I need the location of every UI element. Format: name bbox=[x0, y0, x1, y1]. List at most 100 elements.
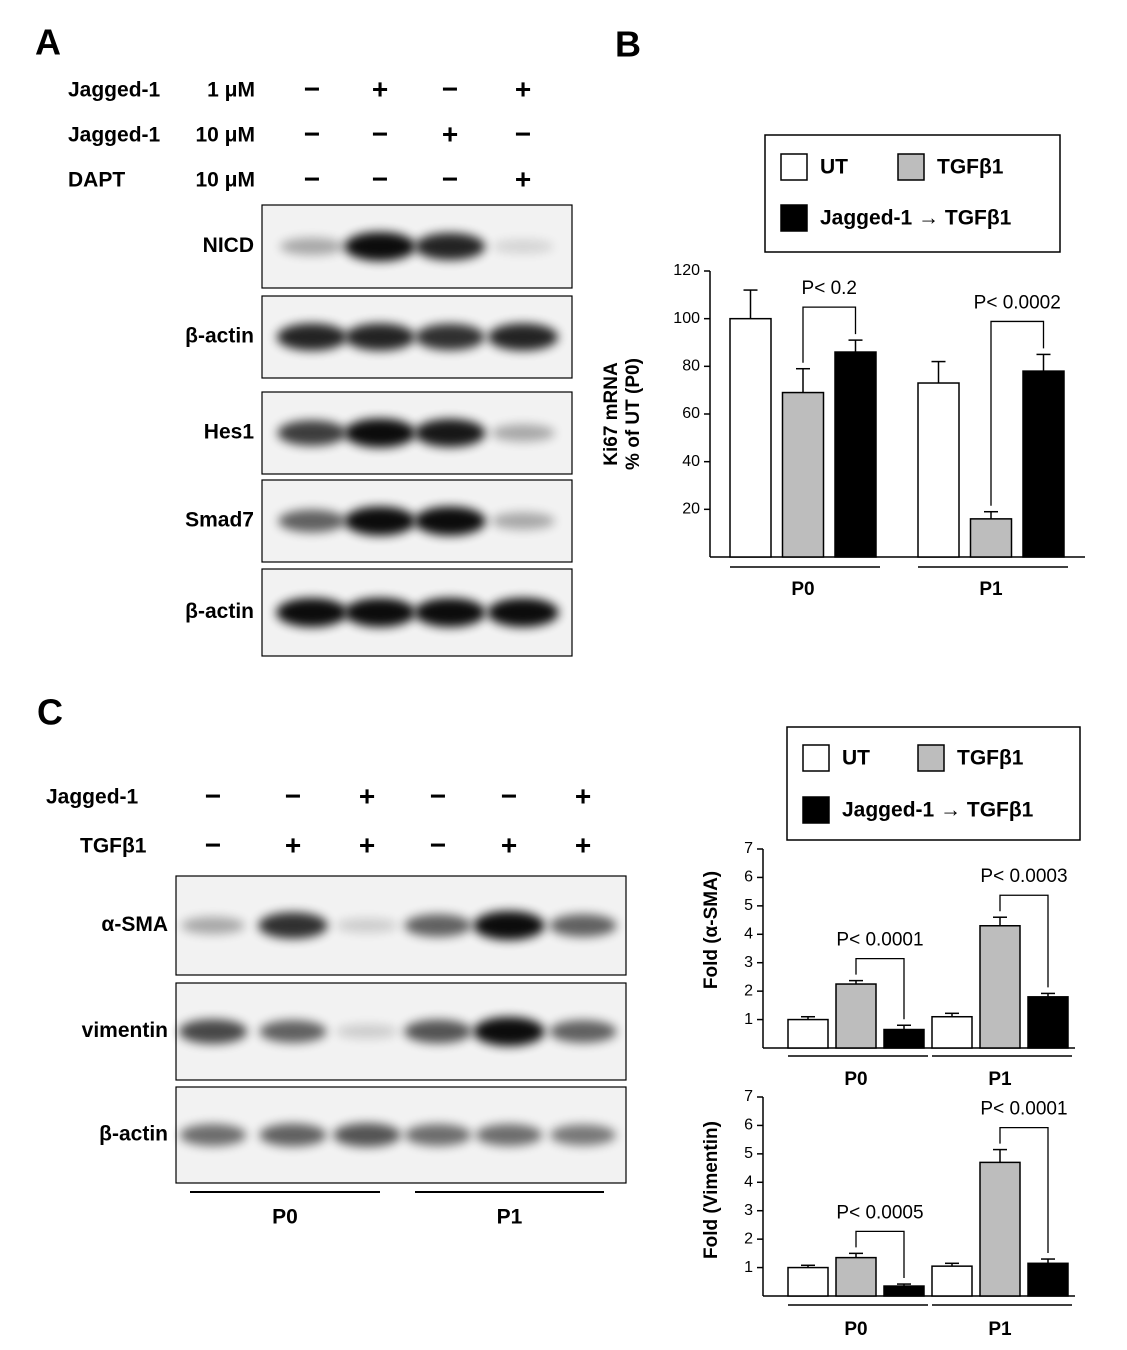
treatment-sign: − bbox=[304, 118, 320, 149]
y-tick-label: 4 bbox=[744, 926, 753, 943]
y-axis-label: Fold (α-SMA) bbox=[701, 871, 722, 989]
significance-bracket bbox=[990, 320, 1045, 506]
significance-bracket bbox=[802, 306, 857, 363]
error-bar bbox=[993, 1148, 1007, 1163]
y-tick-label: 4 bbox=[744, 1174, 753, 1191]
treatment-sign: − bbox=[515, 118, 531, 149]
y-tick-label: 5 bbox=[744, 1145, 753, 1162]
legend-label: Jagged-1 → TGFβ1 bbox=[842, 799, 1034, 822]
significance-bracket bbox=[855, 1230, 905, 1279]
bar bbox=[979, 925, 1021, 1049]
band bbox=[404, 1124, 472, 1146]
bar bbox=[931, 1015, 973, 1049]
band bbox=[181, 916, 245, 935]
band bbox=[491, 512, 555, 530]
blot-label: β-actin bbox=[185, 600, 254, 623]
treatment-sign: − bbox=[430, 780, 446, 811]
band bbox=[414, 597, 486, 628]
band bbox=[473, 910, 545, 941]
treatment-sign: + bbox=[515, 73, 531, 104]
error-bar bbox=[801, 1264, 815, 1268]
error-bar bbox=[1041, 1258, 1055, 1264]
band bbox=[414, 418, 486, 448]
group-label: P0 bbox=[272, 1206, 298, 1229]
y-tick-label: 7 bbox=[744, 840, 753, 857]
x-tick-label: P0 bbox=[791, 579, 814, 600]
band bbox=[276, 323, 348, 351]
band bbox=[415, 323, 485, 351]
error-bar bbox=[1036, 353, 1051, 372]
band bbox=[404, 914, 472, 937]
band bbox=[336, 918, 398, 933]
band bbox=[344, 418, 416, 448]
y-tick-label: 1 bbox=[744, 1011, 753, 1028]
bar bbox=[835, 983, 877, 1049]
treatment-sign: + bbox=[372, 73, 388, 104]
error-bar bbox=[801, 1015, 815, 1020]
bar bbox=[1027, 996, 1069, 1049]
treatment-sign: − bbox=[205, 780, 221, 811]
error-bar bbox=[849, 979, 863, 985]
blot-label: NICD bbox=[203, 234, 254, 257]
bar bbox=[979, 1161, 1021, 1297]
band bbox=[475, 1124, 543, 1146]
treatment-dose: 10 μM bbox=[195, 169, 255, 192]
blot-label: β-actin bbox=[185, 325, 254, 348]
treatment-label: Jagged-1 bbox=[46, 786, 139, 809]
y-tick-label: 60 bbox=[682, 405, 700, 422]
y-tick-label: 2 bbox=[744, 982, 753, 999]
error-bar bbox=[931, 360, 946, 384]
x-tick-label: P0 bbox=[844, 1069, 867, 1090]
blot-label: α-SMA bbox=[101, 913, 168, 936]
bar bbox=[1022, 370, 1065, 558]
annotation: P< 0.0002 bbox=[974, 292, 1061, 313]
bar bbox=[787, 1018, 829, 1049]
treatment-sign: − bbox=[372, 118, 388, 149]
legend-label: UT bbox=[842, 747, 870, 770]
panel-letter: A bbox=[35, 22, 61, 63]
y-tick-label: 5 bbox=[744, 897, 753, 914]
legend-label: UT bbox=[820, 156, 848, 179]
bar bbox=[969, 518, 1013, 558]
error-bar bbox=[897, 1024, 911, 1030]
error-bar bbox=[848, 339, 863, 353]
legend-label: TGFβ1 bbox=[957, 747, 1024, 770]
band bbox=[549, 914, 617, 937]
treatment-sign: + bbox=[442, 118, 458, 149]
band bbox=[344, 506, 416, 536]
band bbox=[487, 597, 559, 628]
y-tick-label: 20 bbox=[682, 501, 700, 518]
annotation: P< 0.0005 bbox=[836, 1202, 923, 1223]
legend-box bbox=[764, 134, 1061, 253]
significance-bracket bbox=[855, 957, 905, 1020]
treatment-sign: + bbox=[359, 829, 375, 860]
band bbox=[550, 1124, 616, 1146]
x-tick-label: P1 bbox=[979, 579, 1003, 600]
treatment-sign: − bbox=[501, 780, 517, 811]
y-axis-label: Ki67 mRNA bbox=[601, 362, 622, 466]
treatment-sign: − bbox=[304, 163, 320, 194]
treatment-sign: − bbox=[205, 829, 221, 860]
treatment-sign: + bbox=[359, 780, 375, 811]
bar bbox=[1027, 1262, 1069, 1297]
treatment-label: DAPT bbox=[68, 169, 125, 192]
legend-swatch bbox=[802, 744, 830, 772]
bar bbox=[834, 351, 877, 558]
error-bar bbox=[849, 1252, 863, 1258]
band bbox=[179, 1124, 247, 1146]
legend-swatch bbox=[802, 796, 830, 824]
y-tick-label: 3 bbox=[744, 954, 753, 971]
bar bbox=[729, 317, 772, 558]
error-bar bbox=[1041, 992, 1055, 997]
bar bbox=[787, 1266, 829, 1297]
x-tick-label: P0 bbox=[844, 1319, 867, 1340]
treatment-sign: − bbox=[372, 163, 388, 194]
legend-swatch bbox=[897, 153, 925, 181]
annotation: P< 0.0001 bbox=[980, 1099, 1067, 1120]
x-tick-label: P1 bbox=[988, 1069, 1012, 1090]
treatment-label: TGFβ1 bbox=[80, 835, 147, 858]
band bbox=[549, 1020, 617, 1043]
band bbox=[344, 323, 416, 351]
error-bar bbox=[984, 510, 998, 519]
band bbox=[473, 1016, 545, 1047]
